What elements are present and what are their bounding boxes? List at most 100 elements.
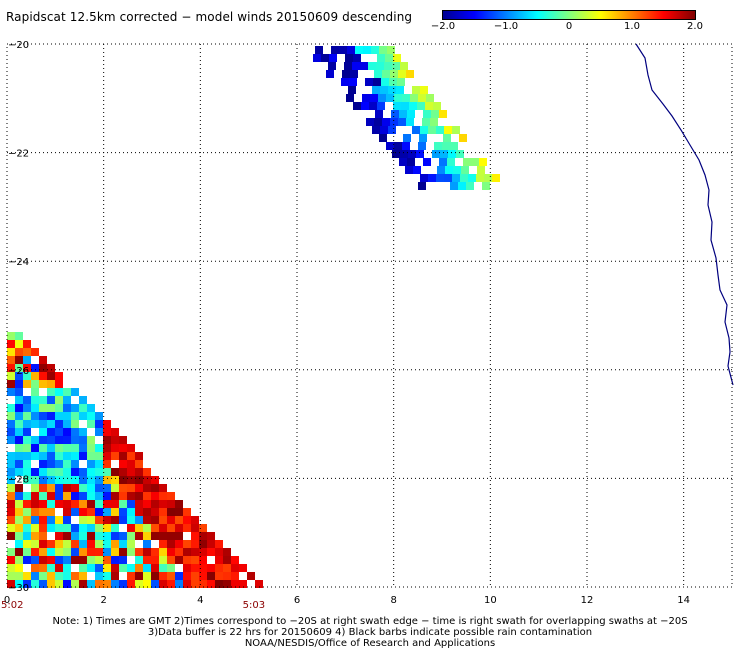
swath-pixel xyxy=(63,444,71,452)
swath-pixel xyxy=(31,540,39,548)
swath-pixel xyxy=(39,476,47,484)
swath-pixel xyxy=(7,404,15,412)
swath-pixel xyxy=(87,436,95,444)
swath-pixel xyxy=(31,548,39,556)
swath-pixel xyxy=(79,428,87,436)
swath-pixel xyxy=(135,524,143,532)
swath-pixel xyxy=(39,396,47,404)
footnote-credit: NOAA/NESDIS/Office of Research and Appli… xyxy=(244,638,496,649)
swath-pixel xyxy=(15,484,23,492)
x-tick-label: 4 xyxy=(197,595,203,606)
swath-pixel xyxy=(191,548,199,556)
swath-pixel xyxy=(39,380,47,388)
swath-pixel xyxy=(55,516,63,524)
swath-pixel xyxy=(175,580,183,588)
swath-pixel xyxy=(135,532,143,540)
swath-pixel xyxy=(183,580,191,588)
swath-pixel xyxy=(47,396,55,404)
swath-pixel xyxy=(408,150,416,158)
swath-pixel xyxy=(31,372,39,380)
swath-pixel xyxy=(439,158,447,166)
swath-pixel xyxy=(47,412,55,420)
swath-pixel xyxy=(79,516,87,524)
swath-pixel xyxy=(95,508,103,516)
swath-pixel xyxy=(15,404,23,412)
swath-pixel xyxy=(7,580,15,588)
swath-pixel xyxy=(191,556,199,564)
swath-pixel xyxy=(7,348,15,356)
swath-pixel xyxy=(23,532,31,540)
swath-pixel xyxy=(71,524,79,532)
swath-pixel xyxy=(167,540,175,548)
swath-pixel xyxy=(39,508,47,516)
swath-pixel xyxy=(207,548,215,556)
swath-pixel xyxy=(444,174,452,182)
swath-pixel xyxy=(63,516,71,524)
swath-pixel xyxy=(135,484,143,492)
swath-pixel xyxy=(23,452,31,460)
swath-pixel xyxy=(135,556,143,564)
swath-pixel xyxy=(119,508,127,516)
swath-pixel xyxy=(15,420,23,428)
swath-pixel xyxy=(111,500,119,508)
swath-pixel xyxy=(350,70,358,78)
swath-pixel xyxy=(111,428,119,436)
swath-pixel xyxy=(31,452,39,460)
y-tick-label: −22 xyxy=(8,149,29,160)
swath-pixel xyxy=(353,54,361,62)
swath-pixel xyxy=(79,532,87,540)
swath-pixel xyxy=(103,484,111,492)
swath-pixel xyxy=(103,444,111,452)
swath-pixel xyxy=(127,548,135,556)
swath-pixel xyxy=(47,460,55,468)
swath-pixel xyxy=(183,572,191,580)
swath-pixel xyxy=(87,532,95,540)
swath-pixel xyxy=(103,436,111,444)
swath-pixel xyxy=(7,460,15,468)
swath-pixel xyxy=(47,564,55,572)
swath-pixel xyxy=(410,94,418,102)
swath-pixel xyxy=(392,150,400,158)
swath-pixel xyxy=(79,580,87,588)
swath-pixel xyxy=(231,556,239,564)
swath-pixel xyxy=(191,572,199,580)
swath-pixel xyxy=(23,444,31,452)
swath-pixel xyxy=(392,62,400,70)
swath-pixel xyxy=(382,118,390,126)
swath-pixel xyxy=(159,572,167,580)
swath-pixel xyxy=(15,548,23,556)
swath-pixel xyxy=(425,102,433,110)
y-tick-label: −28 xyxy=(8,474,29,485)
swath-pixel xyxy=(79,452,87,460)
swath-pixel xyxy=(119,564,127,572)
swath-pixel xyxy=(387,46,395,54)
swath-pixel xyxy=(95,412,103,420)
swath-pixel xyxy=(352,62,360,70)
swath-pixel xyxy=(223,564,231,572)
swath-pixel xyxy=(31,524,39,532)
swath-pixel xyxy=(31,404,39,412)
swath-pixel xyxy=(63,484,71,492)
swath-pixel xyxy=(31,572,39,580)
map-frame xyxy=(6,43,733,588)
swath-pixel xyxy=(428,126,436,134)
swath-pixel xyxy=(143,572,151,580)
swath-pixel xyxy=(95,476,103,484)
swath-pixel xyxy=(453,166,461,174)
swath-pixel xyxy=(420,174,428,182)
swath-pixel xyxy=(412,86,420,94)
swath-pixel xyxy=(15,412,23,420)
swath-pixel xyxy=(55,548,63,556)
swath-pixel xyxy=(159,556,167,564)
swath-pixel xyxy=(23,428,31,436)
swath-pixel xyxy=(313,54,321,62)
swath-pixel xyxy=(239,580,247,588)
swath-pixel xyxy=(31,564,39,572)
swath-pixel xyxy=(119,484,127,492)
swath-pixel xyxy=(103,532,111,540)
swath-pixel xyxy=(183,556,191,564)
swath-pixel xyxy=(31,492,39,500)
swath-pixel xyxy=(39,524,47,532)
swath-pixel xyxy=(127,532,135,540)
swath-pixel xyxy=(95,580,103,588)
